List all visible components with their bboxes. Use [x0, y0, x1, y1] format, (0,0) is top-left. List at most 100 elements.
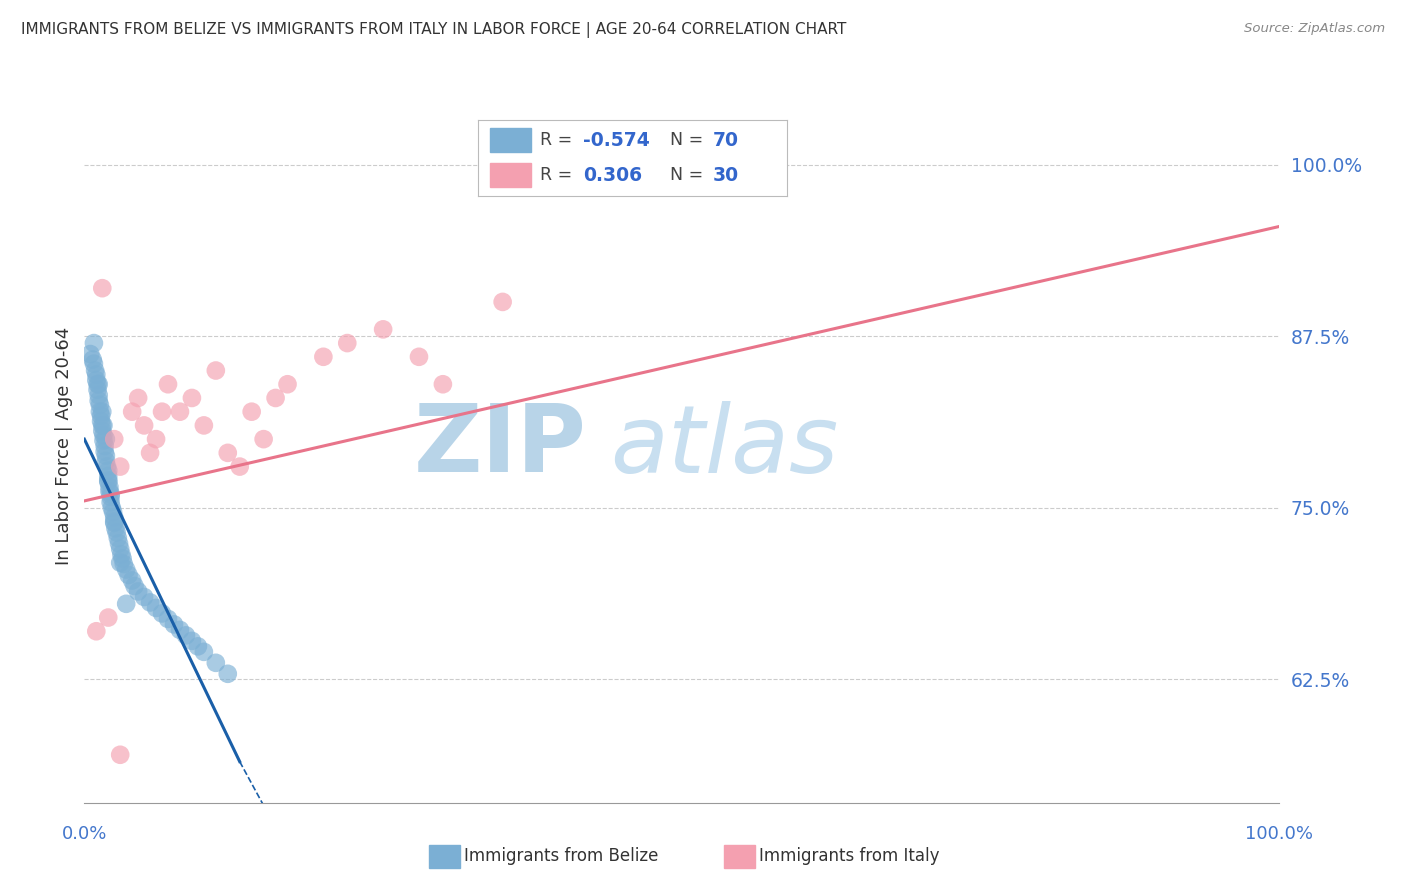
Point	[91, 405, 114, 419]
Point	[575, 171, 598, 186]
Point	[169, 405, 191, 419]
Point	[96, 459, 118, 474]
Point	[132, 590, 156, 604]
Point	[115, 562, 138, 576]
Point	[253, 432, 276, 446]
Point	[103, 432, 125, 446]
Point	[157, 377, 180, 392]
Bar	[491, 128, 530, 153]
Point	[110, 747, 132, 762]
Point	[103, 510, 125, 524]
Point	[193, 645, 215, 659]
Text: N =: N =	[669, 166, 709, 184]
Point	[101, 505, 124, 519]
Text: -0.574: -0.574	[583, 130, 650, 150]
Point	[100, 495, 122, 509]
Point	[104, 521, 127, 535]
Point	[139, 446, 162, 460]
Point	[139, 595, 162, 609]
Point	[105, 525, 128, 540]
Point	[100, 490, 122, 504]
Text: N =: N =	[669, 131, 709, 149]
Point	[86, 377, 108, 392]
Point	[100, 487, 122, 501]
Point	[97, 610, 120, 624]
Point	[163, 617, 186, 632]
Point	[90, 409, 112, 423]
Point	[127, 391, 149, 405]
Point	[87, 393, 110, 408]
Point	[93, 439, 115, 453]
Text: 30: 30	[713, 166, 740, 185]
Point	[90, 414, 112, 428]
Point	[205, 656, 228, 670]
Point	[264, 391, 287, 405]
Point	[336, 336, 359, 351]
Point	[127, 584, 149, 599]
Point	[89, 405, 111, 419]
Point	[492, 294, 515, 309]
Point	[110, 556, 132, 570]
Text: ZIP: ZIP	[413, 400, 586, 492]
Point	[205, 363, 228, 377]
Y-axis label: In Labor Force | Age 20-64: In Labor Force | Age 20-64	[55, 326, 73, 566]
Point	[94, 454, 117, 468]
Point	[371, 322, 394, 336]
Point	[93, 434, 115, 448]
Point	[97, 473, 120, 487]
Point	[112, 557, 135, 571]
Point	[84, 624, 107, 639]
Point	[83, 357, 105, 371]
Point	[98, 480, 121, 494]
Point	[217, 666, 239, 681]
Point	[145, 601, 167, 615]
Point	[111, 551, 134, 566]
Point	[84, 363, 107, 377]
Point	[87, 377, 110, 392]
Text: Source: ZipAtlas.com: Source: ZipAtlas.com	[1244, 22, 1385, 36]
Point	[312, 350, 335, 364]
Point	[408, 350, 430, 364]
Point	[107, 531, 129, 545]
Point	[121, 574, 143, 588]
Point	[79, 347, 101, 361]
Point	[180, 391, 202, 405]
Text: atlas: atlas	[610, 401, 838, 491]
Point	[93, 418, 115, 433]
Text: IMMIGRANTS FROM BELIZE VS IMMIGRANTS FROM ITALY IN LABOR FORCE | AGE 20-64 CORRE: IMMIGRANTS FROM BELIZE VS IMMIGRANTS FRO…	[21, 22, 846, 38]
Point	[150, 607, 173, 621]
Point	[187, 640, 209, 654]
Point	[121, 405, 143, 419]
Point	[103, 516, 125, 530]
Point	[84, 368, 107, 382]
Text: Immigrants from Italy: Immigrants from Italy	[759, 847, 939, 865]
Text: 0.306: 0.306	[583, 166, 643, 185]
Point	[157, 612, 180, 626]
Text: 100.0%: 100.0%	[1246, 825, 1313, 843]
Point	[276, 377, 298, 392]
Point	[110, 541, 132, 556]
Point	[193, 418, 215, 433]
Point	[101, 500, 124, 515]
Point	[110, 459, 132, 474]
Point	[87, 388, 110, 402]
Point	[94, 449, 117, 463]
Point	[117, 568, 139, 582]
Point	[98, 484, 121, 499]
Point	[150, 405, 173, 419]
Point	[97, 475, 120, 489]
Text: 70: 70	[713, 130, 740, 150]
Point	[132, 418, 156, 433]
Point	[94, 432, 117, 446]
Point	[108, 536, 131, 550]
Point	[93, 428, 115, 442]
Point	[124, 579, 146, 593]
Point	[228, 459, 252, 474]
Text: Immigrants from Belize: Immigrants from Belize	[464, 847, 658, 865]
Point	[97, 469, 120, 483]
Text: R =: R =	[540, 131, 578, 149]
Point	[180, 633, 202, 648]
Point	[84, 373, 107, 387]
Point	[91, 418, 114, 433]
Point	[91, 424, 114, 438]
